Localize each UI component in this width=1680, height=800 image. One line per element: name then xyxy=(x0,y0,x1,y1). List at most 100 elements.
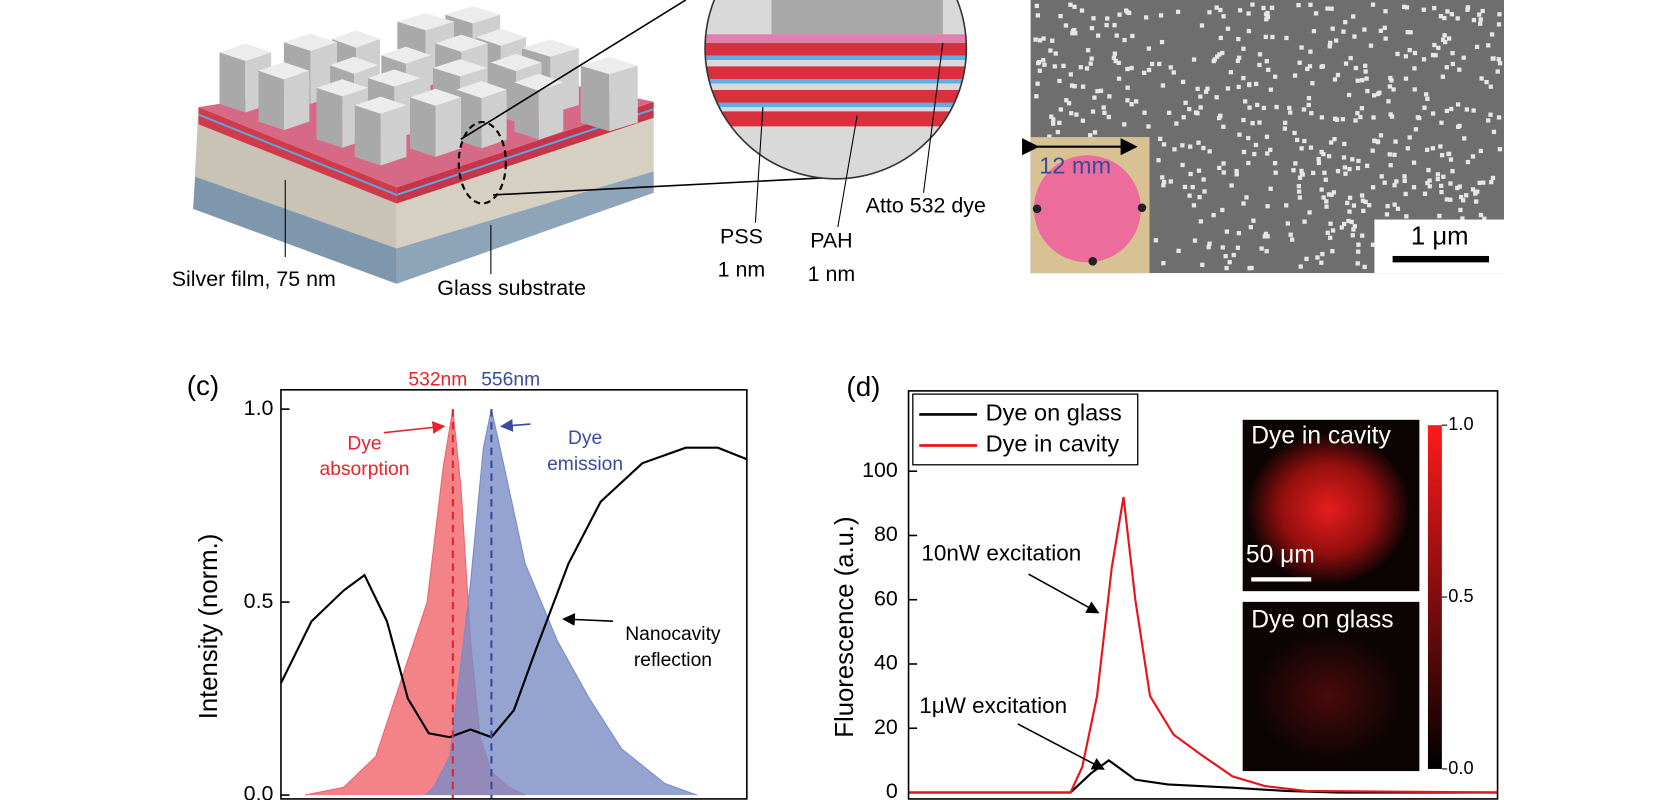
particle xyxy=(1072,84,1077,89)
particle xyxy=(1049,114,1054,119)
particle xyxy=(1394,179,1399,184)
particle xyxy=(1388,163,1393,168)
particle xyxy=(1117,12,1122,17)
particle xyxy=(1070,31,1075,36)
particle xyxy=(1220,245,1225,250)
particle xyxy=(1379,174,1384,179)
particle xyxy=(1205,86,1210,91)
cube-face xyxy=(219,52,246,113)
particle xyxy=(1461,55,1466,60)
scale-box xyxy=(1374,219,1504,274)
particle xyxy=(1158,136,1163,142)
particle xyxy=(1217,115,1222,121)
particle xyxy=(1351,227,1356,232)
particle xyxy=(1153,238,1159,243)
area-fill xyxy=(425,409,698,796)
particle xyxy=(1382,180,1387,185)
particle xyxy=(1353,118,1358,123)
particle xyxy=(1255,102,1260,108)
particle xyxy=(1443,39,1448,45)
particle xyxy=(1241,75,1246,81)
particle xyxy=(1203,89,1209,94)
particle xyxy=(1180,143,1185,148)
annotation-arrow xyxy=(1028,573,1100,614)
particle xyxy=(1130,33,1135,39)
particle xyxy=(1037,38,1043,43)
y-tick-label: 20 xyxy=(874,715,898,739)
particle xyxy=(1402,174,1407,179)
annotation: 10nW excitation xyxy=(921,541,1081,566)
particle xyxy=(1092,130,1098,135)
particle xyxy=(1478,21,1483,26)
particle xyxy=(1427,184,1432,189)
particle xyxy=(1471,108,1476,113)
particle xyxy=(1218,7,1223,13)
particle xyxy=(1246,11,1251,16)
particle xyxy=(1080,84,1086,89)
particle xyxy=(1491,56,1496,61)
particle xyxy=(1411,185,1417,190)
particle xyxy=(1430,111,1436,116)
particle xyxy=(1388,75,1393,81)
particle xyxy=(1307,210,1312,215)
particle xyxy=(1436,45,1441,51)
particle xyxy=(1272,160,1278,166)
particle xyxy=(1347,166,1352,172)
particle xyxy=(1125,85,1130,90)
cube-face xyxy=(367,69,421,87)
particle xyxy=(1482,216,1487,221)
particle xyxy=(1091,16,1096,21)
particle xyxy=(1388,112,1393,117)
particle xyxy=(1290,237,1295,242)
particle xyxy=(1386,99,1391,104)
particle xyxy=(1294,137,1300,143)
annotation-arrow xyxy=(383,421,446,434)
particle xyxy=(1069,111,1074,116)
particle xyxy=(1254,81,1259,87)
particle xyxy=(1224,229,1230,234)
particle xyxy=(1306,102,1311,108)
particle xyxy=(1053,51,1058,56)
particle xyxy=(1435,176,1440,182)
cube-face xyxy=(397,13,454,31)
particle xyxy=(1384,212,1390,217)
particle xyxy=(1237,8,1243,13)
particle xyxy=(1343,20,1348,25)
cube-face xyxy=(456,89,482,149)
particle xyxy=(1114,33,1119,38)
particle xyxy=(1408,30,1413,35)
particle xyxy=(1161,261,1166,266)
particle xyxy=(1195,86,1200,92)
particle xyxy=(1050,38,1055,43)
particle xyxy=(1146,124,1151,129)
particle xyxy=(1439,183,1444,189)
particle xyxy=(1285,221,1291,226)
label: Silver film, 75 nm xyxy=(172,267,336,291)
particle xyxy=(1304,256,1309,262)
y-tick-label: 80 xyxy=(874,522,898,546)
particle xyxy=(1327,44,1332,49)
particle xyxy=(1190,184,1195,190)
scale-bar xyxy=(1251,577,1312,582)
colorbar xyxy=(1427,425,1442,769)
particle xyxy=(1421,57,1427,62)
particle xyxy=(1307,64,1313,69)
label: Atto 532 dye xyxy=(866,193,986,217)
particle xyxy=(1243,99,1248,104)
particle xyxy=(1355,78,1360,83)
particle xyxy=(1042,62,1047,67)
annotation: Dye xyxy=(347,434,381,455)
colorbar-label: 1.0 xyxy=(1448,414,1473,434)
particle xyxy=(1191,203,1197,208)
particle xyxy=(1362,27,1367,32)
particle xyxy=(1257,120,1262,125)
particle xyxy=(1266,67,1271,72)
particle xyxy=(1438,144,1443,149)
cube-face xyxy=(435,34,488,52)
glow xyxy=(1253,631,1404,761)
particle xyxy=(1057,78,1062,84)
particle xyxy=(1263,34,1268,40)
label: 1 nm xyxy=(808,262,856,286)
